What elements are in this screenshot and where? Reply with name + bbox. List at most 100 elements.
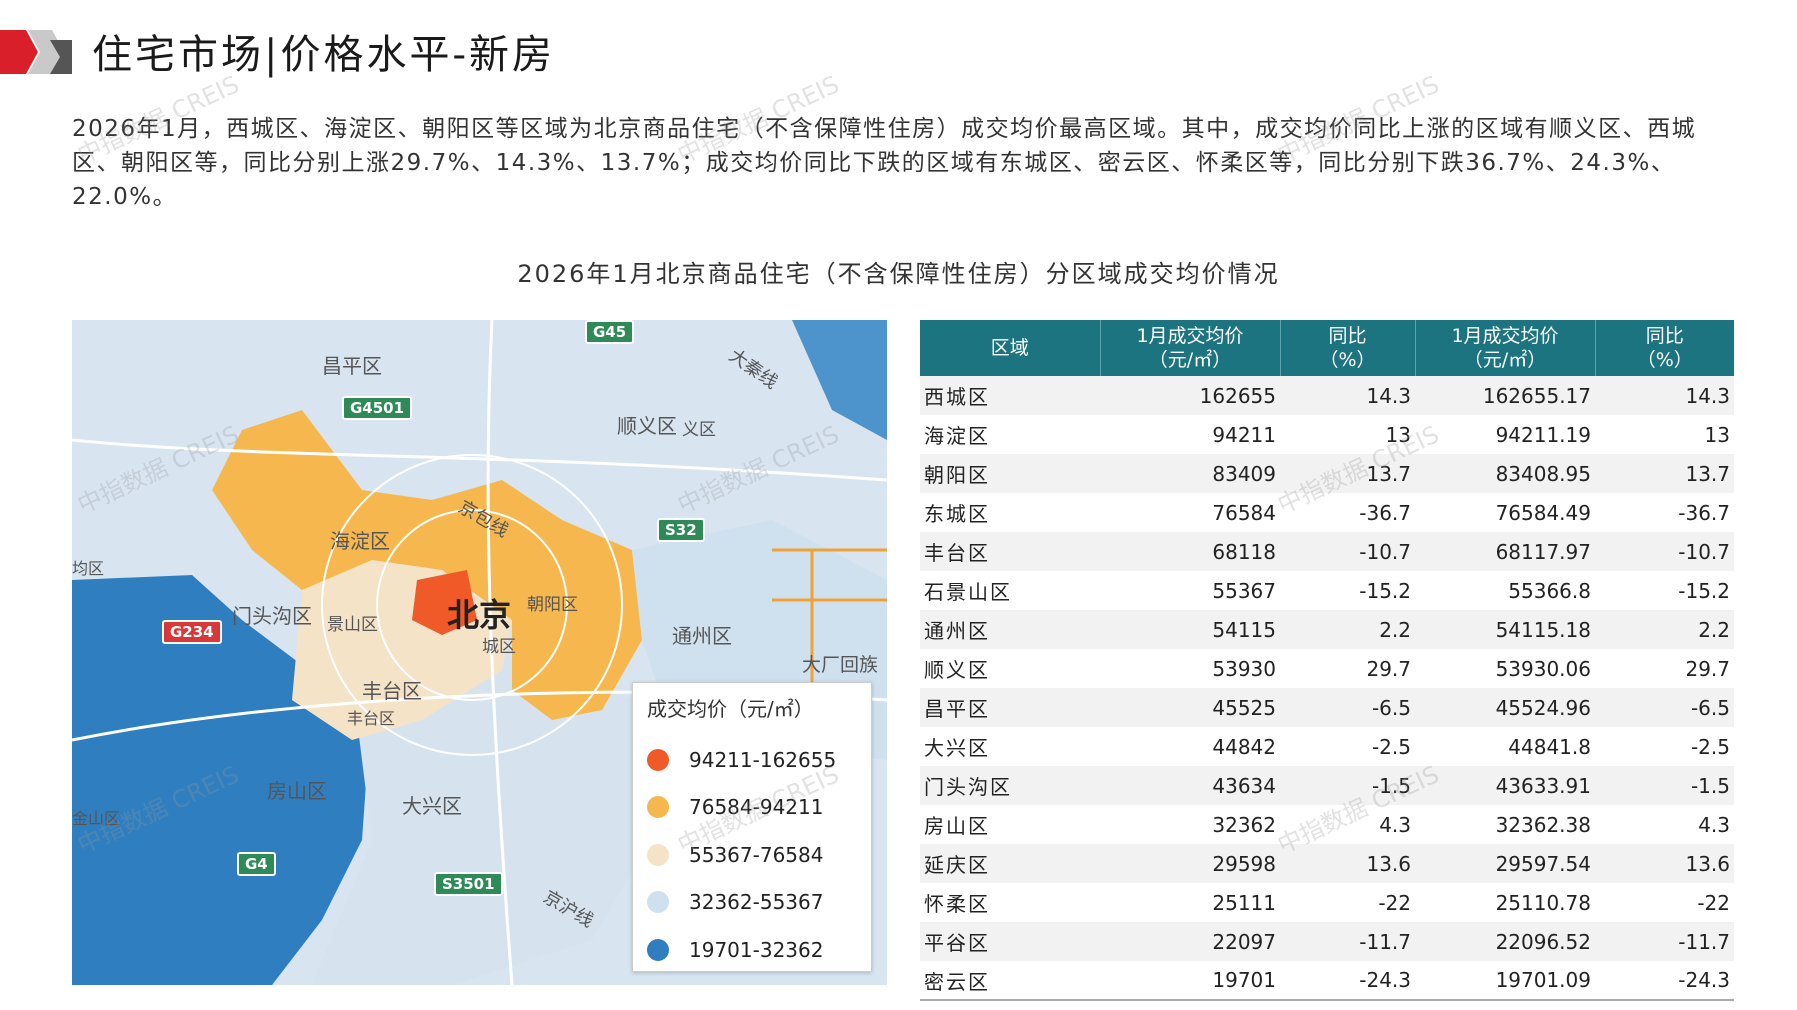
value-cell: 13.6 (1595, 844, 1734, 883)
value-cell: 162655 (1100, 376, 1280, 415)
district-name-cell: 密云区 (920, 961, 1100, 1001)
value-cell: -2.5 (1280, 727, 1415, 766)
district-name-cell: 朝阳区 (920, 454, 1100, 493)
value-cell: -11.7 (1280, 922, 1415, 961)
legend-item: 32362-55367 (647, 879, 857, 927)
value-cell: 76584.49 (1415, 493, 1595, 532)
district-name-cell: 门头沟区 (920, 766, 1100, 805)
value-cell: -2.5 (1595, 727, 1734, 766)
legend-label: 55367-76584 (689, 842, 824, 867)
value-cell: 13.7 (1280, 454, 1415, 493)
legend-swatch-icon (647, 748, 669, 771)
value-cell: 13.6 (1280, 844, 1415, 883)
district-name-cell: 延庆区 (920, 844, 1100, 883)
legend-item: 94211-162655 (647, 736, 857, 784)
table-header-cell: 1月成交均价 （元/㎡） (1100, 320, 1281, 376)
district-name-cell: 昌平区 (920, 688, 1100, 727)
district-name-cell: 怀柔区 (920, 883, 1100, 922)
legend-items: 94211-162655 76584-94211 55367-76584 32362-… (647, 736, 857, 974)
district-price-table: 区域 1月成交均价 （元/㎡） 同比 （%） 1月成交均价 （元/㎡） 同比 （%） 西… (920, 320, 1734, 1001)
value-cell: 14.3 (1595, 376, 1734, 415)
table-row: 平谷区 22097 -11.7 22096.52 -11.7 (920, 922, 1734, 961)
value-cell: -24.3 (1280, 961, 1415, 1001)
value-cell: 4.3 (1595, 805, 1734, 844)
value-cell: 44841.8 (1415, 727, 1595, 766)
value-cell: 43634 (1100, 766, 1280, 805)
value-cell: 45524.96 (1415, 688, 1595, 727)
table-row: 通州区 54115 2.2 54115.18 2.2 (920, 610, 1734, 649)
map-label-left-edge: 均区 (72, 559, 105, 578)
value-cell: 55367 (1100, 571, 1280, 610)
table-row: 门头沟区 43634 -1.5 43633.91 -1.5 (920, 766, 1734, 805)
value-cell: 32362 (1100, 805, 1280, 844)
district-name-cell: 房山区 (920, 805, 1100, 844)
value-cell: 54115.18 (1415, 610, 1595, 649)
map-legend: 成交均价（元/㎡） 94211-162655 76584-94211 55367-7… (632, 682, 872, 972)
value-cell: -36.7 (1595, 493, 1734, 532)
value-cell: 14.3 (1280, 376, 1415, 415)
value-cell: 29.7 (1595, 649, 1734, 688)
value-cell: -1.5 (1595, 766, 1734, 805)
map-label-daxing: 大兴区 (402, 794, 462, 818)
legend-item: 55367-76584 (647, 831, 857, 879)
value-cell: 76584 (1100, 493, 1280, 532)
value-cell: -6.5 (1595, 688, 1734, 727)
map-label-lowleft: 金山区 (72, 809, 121, 828)
table-header-row: 区域 1月成交均价 （元/㎡） 同比 （%） 1月成交均价 （元/㎡） 同比 （%） (920, 320, 1734, 376)
value-cell: 25111 (1100, 883, 1280, 922)
legend-item: 19701-32362 (647, 926, 857, 974)
value-cell: 13 (1595, 415, 1734, 454)
table-body: 西城区 162655 14.3 162655.17 14.3 海淀区 94211 13 9421… (920, 376, 1734, 1001)
district-name-cell: 海淀区 (920, 415, 1100, 454)
district-name-cell: 大兴区 (920, 727, 1100, 766)
road-shield-g4: G4 (237, 852, 276, 876)
value-cell: -15.2 (1280, 571, 1415, 610)
map-canvas (72, 320, 887, 985)
map-label-fengtai: 丰台区 (362, 679, 422, 703)
table-row: 昌平区 45525 -6.5 45524.96 -6.5 (920, 688, 1734, 727)
table-row: 密云区 19701 -24.3 19701.09 -24.3 (920, 961, 1734, 1001)
table-row: 延庆区 29598 13.6 29597.54 13.6 (920, 844, 1734, 883)
map-label-changping: 昌平区 (322, 354, 382, 378)
value-cell: 94211.19 (1415, 415, 1595, 454)
value-cell: -36.7 (1280, 493, 1415, 532)
region-pinggu-fill (792, 320, 887, 440)
value-cell: 25110.78 (1415, 883, 1595, 922)
legend-swatch-icon (647, 796, 669, 819)
map-label-chaoyang: 朝阳区 (527, 595, 578, 615)
table-row: 西城区 162655 14.3 162655.17 14.3 (920, 376, 1734, 415)
district-name-cell: 西城区 (920, 376, 1100, 415)
table-header-cell: 区域 (920, 320, 1101, 376)
district-name-cell: 平谷区 (920, 922, 1100, 961)
page-title: 住宅市场|价格水平-新房 (92, 32, 555, 78)
value-cell: 19701 (1100, 961, 1280, 1001)
map-label-haidian: 海淀区 (330, 529, 390, 553)
legend-label: 32362-55367 (689, 890, 824, 915)
table-row: 朝阳区 83409 13.7 83408.95 13.7 (920, 454, 1734, 493)
value-cell: 53930.06 (1415, 649, 1595, 688)
table-row: 怀柔区 25111 -22 25110.78 -22 (920, 883, 1734, 922)
road-shield-s32: S32 (657, 518, 705, 542)
table-row: 海淀区 94211 13 94211.19 13 (920, 415, 1734, 454)
district-name-cell: 东城区 (920, 493, 1100, 532)
brand-logo (0, 30, 72, 74)
value-cell: 4.3 (1280, 805, 1415, 844)
value-cell: 68118 (1100, 532, 1280, 571)
legend-title: 成交均价（元/㎡） (647, 697, 814, 721)
legend-label: 94211-162655 (689, 747, 837, 772)
value-cell: 2.2 (1280, 610, 1415, 649)
value-cell: 83409 (1100, 454, 1280, 493)
legend-label: 76584-94211 (689, 795, 824, 820)
value-cell: -10.7 (1595, 532, 1734, 571)
value-cell: 22096.52 (1415, 922, 1595, 961)
table-row: 东城区 76584 -36.7 76584.49 -36.7 (920, 493, 1734, 532)
district-price-map: 昌平区 顺义区 义区 海淀区 北京 朝阳区 门头沟区 景山区 城区 通州区 丰台… (72, 320, 887, 985)
legend-swatch-icon (647, 891, 669, 914)
map-label-beijing: 北京 (447, 596, 512, 634)
district-name-cell: 通州区 (920, 610, 1100, 649)
summary-paragraph: 2026年1月，西城区、海淀区、朝阳区等区域为北京商品住宅（不含保障性住房）成交… (72, 116, 1697, 210)
table-row: 丰台区 68118 -10.7 68117.97 -10.7 (920, 532, 1734, 571)
table-header-cell: 同比 （%） (1280, 320, 1416, 376)
value-cell: 162655.17 (1415, 376, 1595, 415)
map-label-mentougou: 门头沟区 (232, 604, 312, 628)
